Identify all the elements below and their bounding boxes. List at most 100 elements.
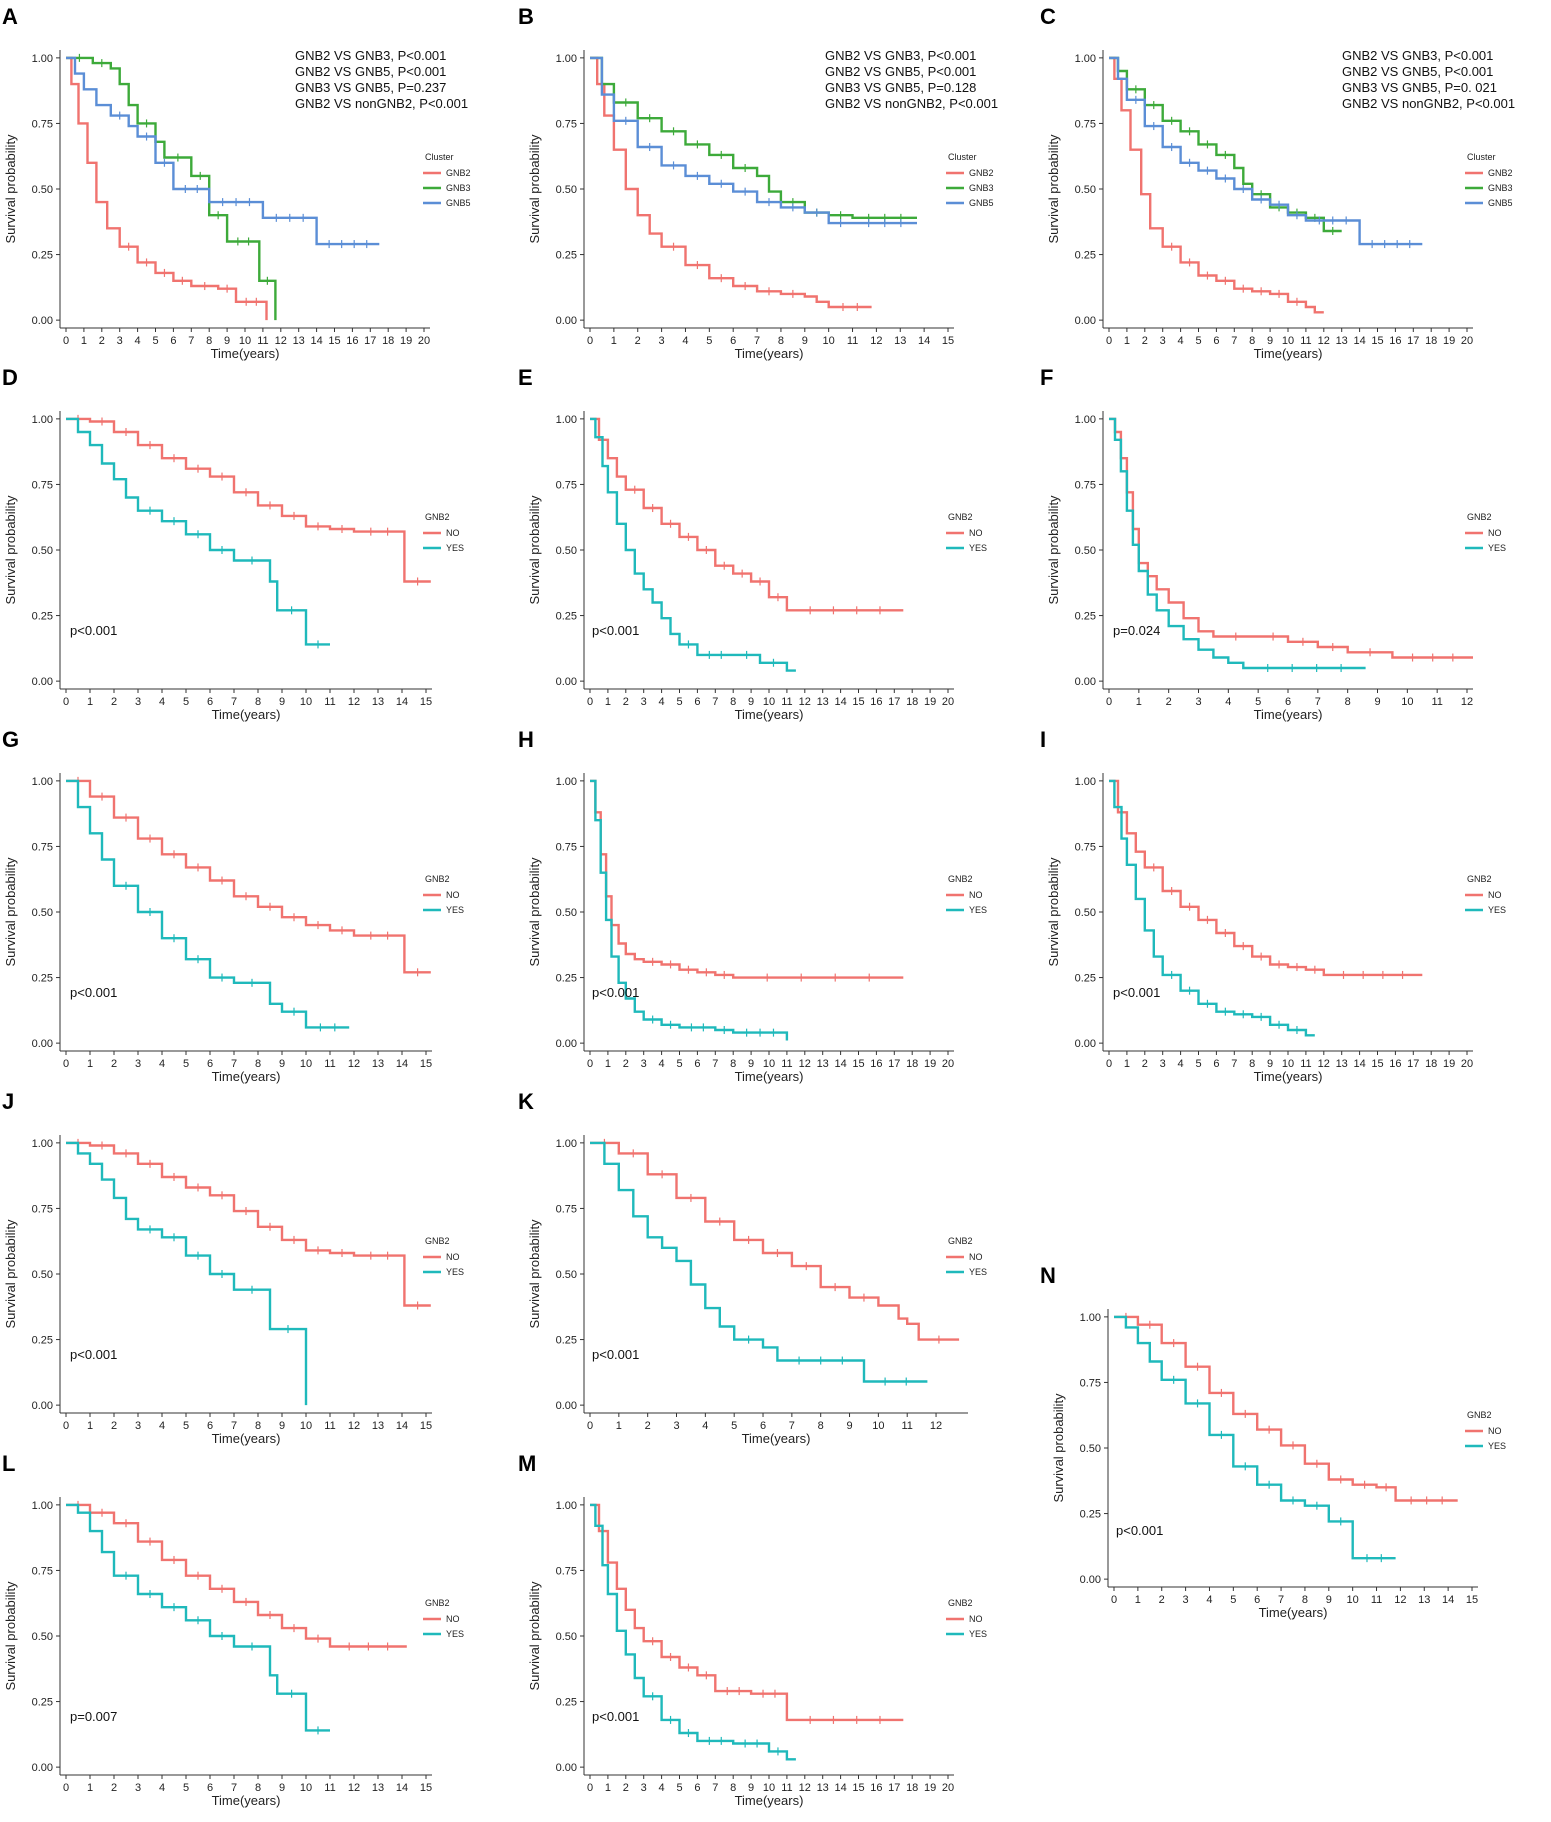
x-tick-label: 13: [293, 335, 305, 347]
x-tick-label: 1: [1135, 1594, 1141, 1606]
y-tick-label: 0.75: [556, 479, 577, 491]
x-tick-label: 1: [87, 1420, 93, 1432]
legend-label: NO: [1488, 528, 1502, 538]
x-tick-label: 5: [183, 696, 189, 708]
pvalue-annotation: p=0.007: [70, 1709, 117, 1724]
x-tick-label: 19: [400, 335, 412, 347]
y-axis-title: Survival probability: [1051, 1393, 1066, 1503]
y-axis-title: Survival probability: [3, 1219, 18, 1329]
y-axis-title: Survival probability: [527, 857, 542, 967]
x-tick-label: 14: [834, 696, 846, 708]
x-tick-label: 9: [748, 1782, 754, 1794]
y-tick-label: 0.50: [556, 545, 577, 557]
x-tick-label: 10: [763, 696, 775, 708]
x-tick-label: 3: [1160, 1058, 1166, 1070]
panel-letter: J: [2, 1089, 14, 1114]
panel-k: K0.000.250.500.751.000 1 2 3 4 5 6 7 8 9 10 11 12Tim…: [518, 1089, 987, 1446]
legend: Cluster GNB2 GNB3 GNB5: [423, 152, 471, 208]
x-tick-label: 0: [63, 1782, 69, 1794]
x-tick-label: 1: [605, 1058, 611, 1070]
panel-c: C0.000.250.500.751.000 1 2 3 4 5 6 7 8 9 10 11 12 13 1…: [1040, 4, 1515, 361]
x-tick-label: 1: [605, 1782, 611, 1794]
x-tick-label: 5: [183, 1058, 189, 1070]
x-axis-title: Time(years): [212, 1431, 281, 1446]
x-tick-label: 2: [111, 696, 117, 708]
x-tick-label: 7: [712, 1782, 718, 1794]
x-tick-label: 0: [63, 335, 69, 347]
y-tick-label: 1.00: [1075, 776, 1096, 788]
legend-label: YES: [446, 1629, 464, 1639]
y-tick-label: 0.25: [1075, 973, 1096, 985]
x-tick-label: 4: [159, 1058, 165, 1070]
survival-curve-yes: [66, 779, 350, 1029]
x-tick-label: 12: [799, 1058, 811, 1070]
x-tick-label: 13: [817, 1058, 829, 1070]
x-axis-title: Time(years): [212, 1069, 281, 1084]
x-tick-label: 4: [659, 1058, 665, 1070]
x-tick-label: 1: [1124, 335, 1130, 347]
x-tick-label: 15: [1466, 1594, 1478, 1606]
x-tick-label: 13: [372, 696, 384, 708]
x-tick-label: 13: [817, 696, 829, 708]
y-tick-label: 0.75: [1075, 118, 1096, 130]
x-axis-title: Time(years): [1254, 707, 1323, 722]
x-tick-label: 4: [159, 696, 165, 708]
x-tick-label: 14: [1353, 1058, 1365, 1070]
y-tick-label: 0.25: [556, 611, 577, 623]
x-tick-label: 6: [1213, 1058, 1219, 1070]
x-tick-label: 18: [382, 335, 394, 347]
x-tick-label: 9: [279, 1420, 285, 1432]
x-tick-label: 15: [420, 1420, 432, 1432]
legend-label: NO: [969, 1614, 983, 1624]
x-tick-label: 3: [135, 696, 141, 708]
panel-d: D0.000.250.500.751.000 1 2 3 4 5 6 7 8 9 10 11 12 13 1…: [2, 365, 464, 722]
y-tick-label: 0.25: [1075, 250, 1096, 262]
survival-curve-no: [66, 779, 431, 974]
y-tick-label: 0.00: [1075, 315, 1096, 327]
x-tick-label: 7: [712, 1058, 718, 1070]
panel-l: L0.000.250.500.751.000 1 2 3 4 5 6 7 8 9 10 11 12 13 1…: [2, 1451, 464, 1808]
y-tick-label: 0.75: [1075, 841, 1096, 853]
x-tick-label: 18: [906, 1782, 918, 1794]
legend-label: YES: [1488, 905, 1506, 915]
x-tick-label: 5: [676, 696, 682, 708]
x-tick-label: 18: [906, 1058, 918, 1070]
x-tick-label: 14: [310, 335, 322, 347]
y-tick-label: 0.50: [556, 907, 577, 919]
x-tick-label: 2: [1159, 1594, 1165, 1606]
legend: GNB2 NO YES: [946, 874, 987, 915]
x-tick-label: 18: [906, 696, 918, 708]
pvalue-annotation: GNB2 VS GNB3, P<0.001: [295, 48, 446, 63]
x-tick-label: 7: [231, 1058, 237, 1070]
pvalue-annotation: GNB2 VS GNB3, P<0.001: [825, 48, 976, 63]
x-tick-label: 11: [1300, 335, 1311, 347]
x-tick-label: 10: [763, 1058, 775, 1070]
x-tick-label: 18: [1425, 1058, 1437, 1070]
survival-curve-gnb3: [1109, 56, 1342, 233]
x-tick-label: 15: [852, 1782, 864, 1794]
y-tick-label: 1.00: [32, 53, 53, 65]
survival-curve-no: [590, 417, 904, 612]
panel-i: I0.000.250.500.751.000 1 2 3 4 5 6 7 8 9 10 11 12 13 1…: [1040, 727, 1506, 1084]
pvalue-annotation: GNB2 VS GNB5, P<0.001: [295, 64, 446, 79]
x-tick-label: 5: [676, 1782, 682, 1794]
panel-letter: C: [1040, 4, 1056, 29]
panel-letter: I: [1040, 727, 1046, 752]
survival-curve-yes: [1114, 1315, 1396, 1560]
x-tick-label: 13: [1336, 335, 1348, 347]
x-tick-label: 10: [1401, 696, 1413, 708]
legend-label: YES: [969, 543, 987, 553]
x-tick-label: 13: [372, 1782, 384, 1794]
x-tick-label: 9: [748, 696, 754, 708]
y-tick-label: 0.00: [556, 1400, 577, 1412]
y-tick-label: 0.25: [32, 973, 53, 985]
legend: GNB2 NO YES: [423, 1598, 464, 1639]
x-tick-label: 14: [834, 1058, 846, 1070]
legend-label: YES: [969, 1629, 987, 1639]
x-tick-label: 0: [1111, 1594, 1117, 1606]
panel-letter: K: [518, 1089, 534, 1114]
y-tick-label: 0.00: [556, 315, 577, 327]
pvalue-annotation: p<0.001: [70, 985, 117, 1000]
x-tick-label: 4: [682, 335, 688, 347]
y-axis-title: Survival probability: [527, 1581, 542, 1691]
